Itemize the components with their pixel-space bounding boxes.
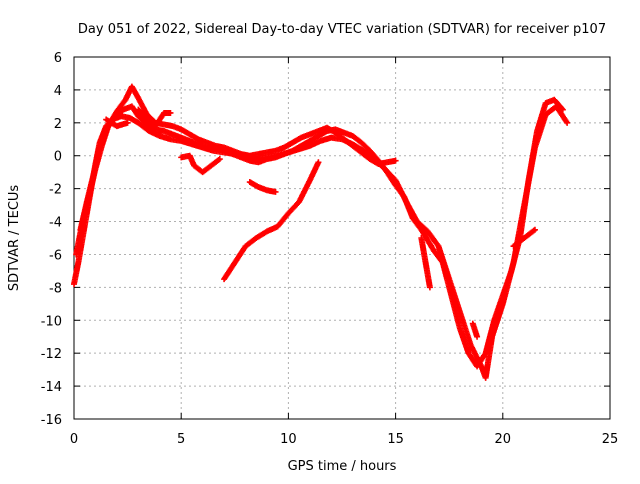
y-tick-label: 0 bbox=[54, 150, 62, 165]
data-series bbox=[71, 83, 571, 381]
series-track-5 bbox=[178, 152, 223, 176]
data-point bbox=[530, 227, 537, 234]
series-track-7 bbox=[221, 159, 322, 283]
x-tick-label: 25 bbox=[602, 432, 619, 447]
data-point bbox=[558, 105, 565, 112]
y-tick-label: 6 bbox=[54, 51, 62, 66]
y-tick-label: 2 bbox=[54, 117, 62, 132]
y-tick-label: -14 bbox=[41, 380, 62, 395]
data-point bbox=[426, 284, 433, 291]
series-track-10 bbox=[510, 226, 538, 250]
plot-frame bbox=[73, 56, 611, 420]
data-point bbox=[559, 106, 566, 113]
series-track-6 bbox=[246, 179, 279, 195]
x-tick-label: 0 bbox=[70, 432, 78, 447]
data-point bbox=[315, 159, 322, 166]
y-tick-label: -4 bbox=[49, 216, 62, 231]
data-point bbox=[167, 109, 174, 116]
series-track-9 bbox=[469, 320, 481, 340]
data-point bbox=[474, 333, 481, 340]
data-point bbox=[392, 157, 399, 164]
grid bbox=[74, 57, 610, 419]
y-tick-label: -16 bbox=[41, 413, 62, 428]
series-track-3 bbox=[73, 83, 399, 258]
y-tick-label: -8 bbox=[49, 281, 62, 296]
axis-ticks: 0 5 10 15 20 25 -16 -14 -12 -10 -8 -6 -4 -2 0 2 4 6 bbox=[41, 51, 619, 447]
y-tick-label: 4 bbox=[54, 84, 62, 99]
data-point bbox=[531, 226, 538, 233]
y-axis-label: SDTVAR / TECUs bbox=[7, 185, 22, 292]
y-tick-label: -12 bbox=[41, 347, 62, 362]
data-point bbox=[564, 119, 571, 126]
x-axis-label: GPS time / hours bbox=[288, 459, 397, 474]
data-point bbox=[216, 156, 223, 163]
series-track-11 bbox=[103, 116, 131, 130]
y-tick-label: -10 bbox=[41, 314, 62, 329]
y-tick-label: -6 bbox=[49, 248, 62, 263]
series-track-8 bbox=[418, 235, 433, 291]
x-tick-label: 15 bbox=[387, 432, 404, 447]
x-tick-label: 10 bbox=[280, 432, 297, 447]
x-tick-label: 20 bbox=[495, 432, 512, 447]
data-point bbox=[272, 188, 279, 195]
x-tick-label: 5 bbox=[177, 432, 185, 447]
data-point bbox=[124, 119, 131, 126]
chart-title: Day 051 of 2022, Sidereal Day-to-day VTE… bbox=[78, 22, 606, 37]
y-tick-label: -2 bbox=[49, 183, 62, 198]
series-track-4 bbox=[135, 106, 174, 130]
series-track-1 bbox=[71, 103, 571, 381]
